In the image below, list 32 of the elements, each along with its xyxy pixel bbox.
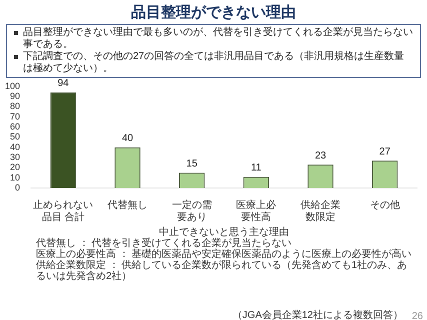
data-label: 94 xyxy=(58,78,70,90)
y-tick-label: 20 xyxy=(10,162,20,172)
x-axis-title: 中止できないと思う主な理由 xyxy=(159,226,290,238)
x-tick-label: 医療上必要性高 xyxy=(236,198,276,223)
text: 供給企業数限定 ： 供給している企業数が限られている（先発含めても1社のみ、あるいは先発含め2社） xyxy=(36,260,408,282)
x-tick-label: 代替無し xyxy=(106,198,148,211)
data-label: 15 xyxy=(186,158,198,170)
text: 下記調査での、その他の27の回答の全ては非汎用品目である（非汎用規格は生産数量は極めて少ない）。 xyxy=(23,51,404,74)
text: 26 xyxy=(412,311,423,320)
data-label: 11 xyxy=(250,162,262,174)
x-tick-label: その他 xyxy=(370,198,400,211)
chart-title: 品目整理ができない理由 xyxy=(130,3,297,22)
y-tick-label: 30 xyxy=(10,152,20,162)
x-tick-label: 一定の需要あり xyxy=(172,198,212,223)
y-tick-label: 90 xyxy=(10,91,20,102)
y-tick-label: 0 xyxy=(15,182,20,192)
y-tick-label: 70 xyxy=(10,111,20,122)
data-label: 40 xyxy=(122,133,134,144)
y-tick-label: 80 xyxy=(10,101,20,112)
text: （JGA会員企業12社による複数回答） xyxy=(232,308,403,320)
y-tick-label: 50 xyxy=(10,132,20,142)
text: 代替無し ： 代替を引き受けてくれる企業が見当たらない xyxy=(36,238,293,249)
y-tick-label: 10 xyxy=(10,172,20,182)
x-tick-label: 供給企業数限定 xyxy=(300,198,341,223)
y-tick-label: 40 xyxy=(10,142,20,152)
y-tick-label: 100 xyxy=(4,80,20,91)
data-label: 23 xyxy=(314,150,327,162)
data-label: 27 xyxy=(379,146,391,158)
x-tick-label: 止められない品目 合計 xyxy=(33,198,94,223)
y-tick-label: 60 xyxy=(10,122,20,132)
text: 医療上の必要性高 ： 基礎的医薬品や安定確保医薬品のように医療上の必要性が高い xyxy=(36,249,413,260)
text: 品目整理ができない理由で最も多いのが、代替を引き受けてくれる企業が見当たらない事である。 xyxy=(23,27,413,50)
